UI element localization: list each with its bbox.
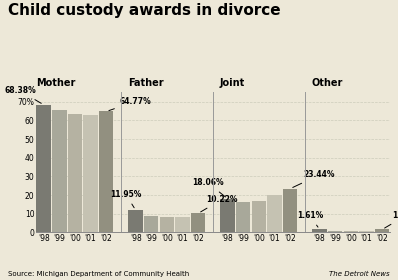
Text: Child custody awards in divorce: Child custody awards in divorce (8, 3, 281, 18)
Bar (267, 195, 282, 232)
Bar (344, 231, 358, 232)
Text: Mother: Mother (36, 78, 75, 88)
Bar (52, 110, 66, 232)
Text: 68.38%: 68.38% (4, 87, 41, 103)
Text: 18.06%: 18.06% (192, 178, 225, 197)
Bar (191, 213, 205, 232)
Bar (68, 114, 82, 232)
Bar (312, 229, 327, 232)
Bar (375, 230, 389, 232)
Text: Source: Michigan Department of Community Health: Source: Michigan Department of Community… (8, 271, 189, 277)
Bar (129, 210, 143, 232)
Bar (99, 111, 113, 232)
Text: Joint: Joint (220, 78, 245, 88)
Bar (160, 216, 174, 232)
Text: 1.57%: 1.57% (384, 211, 398, 228)
Text: Father: Father (128, 78, 164, 88)
Text: 10.22%: 10.22% (201, 195, 238, 212)
Bar (144, 216, 158, 232)
Bar (283, 189, 297, 232)
Bar (84, 115, 98, 232)
Bar (252, 201, 266, 232)
Text: 64.77%: 64.77% (109, 97, 152, 111)
Text: 23.44%: 23.44% (293, 170, 336, 188)
Bar (328, 231, 342, 232)
Text: The Detroit News: The Detroit News (330, 271, 390, 277)
Text: 1.61%: 1.61% (297, 211, 323, 227)
Bar (220, 199, 235, 232)
Bar (236, 202, 250, 232)
Text: Other: Other (312, 78, 343, 88)
Bar (37, 105, 51, 232)
Bar (176, 218, 190, 232)
Text: 11.95%: 11.95% (110, 190, 142, 208)
Bar (359, 231, 374, 232)
